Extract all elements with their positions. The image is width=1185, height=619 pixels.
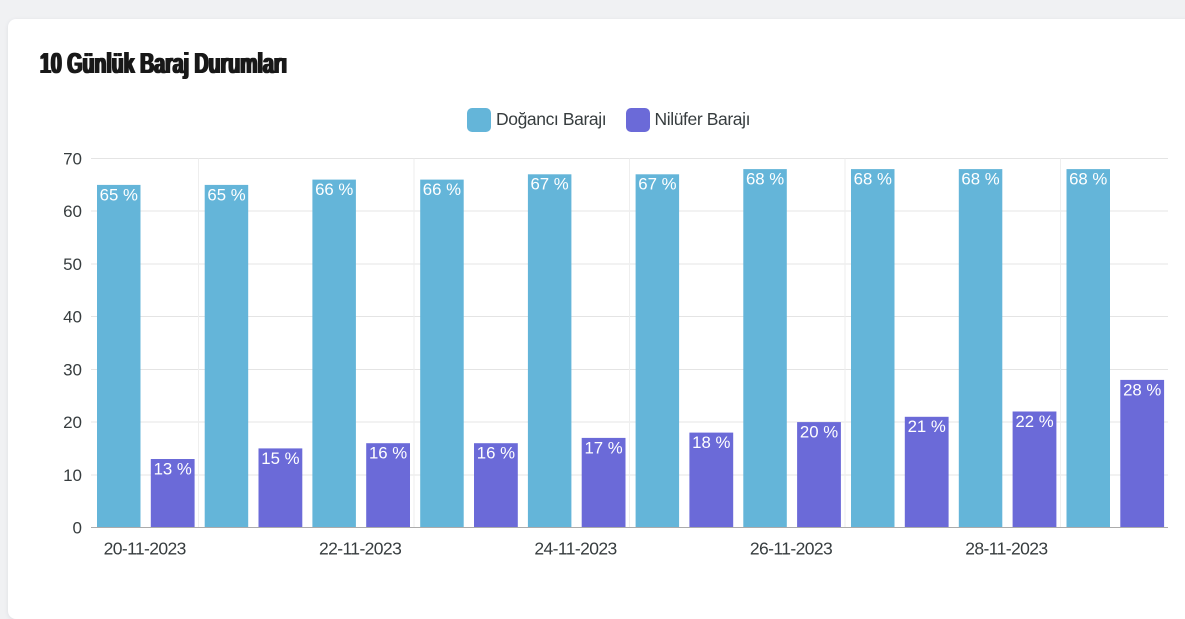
svg-text:67 %: 67 % (638, 175, 676, 194)
svg-text:28-11-2023: 28-11-2023 (965, 539, 1047, 559)
svg-text:16 %: 16 % (477, 444, 515, 463)
svg-text:70: 70 (63, 150, 82, 169)
svg-text:65 %: 65 % (100, 185, 138, 204)
svg-text:67 %: 67 % (530, 175, 568, 194)
svg-text:50: 50 (63, 255, 82, 274)
svg-text:66 %: 66 % (423, 180, 461, 199)
svg-text:10: 10 (63, 466, 82, 485)
svg-text:60: 60 (63, 202, 82, 221)
svg-text:21 %: 21 % (908, 417, 946, 436)
svg-text:65 %: 65 % (207, 185, 245, 204)
svg-text:22 %: 22 % (1015, 412, 1053, 431)
svg-text:68 %: 68 % (961, 170, 999, 189)
svg-text:17 %: 17 % (584, 438, 622, 457)
svg-text:18 %: 18 % (692, 433, 730, 452)
svg-text:68 %: 68 % (854, 170, 892, 189)
svg-text:28 %: 28 % (1123, 380, 1161, 399)
svg-text:68 %: 68 % (1069, 170, 1107, 189)
svg-text:13 %: 13 % (154, 459, 192, 478)
svg-text:26-11-2023: 26-11-2023 (750, 539, 832, 559)
svg-text:66 %: 66 % (315, 180, 353, 199)
svg-text:15 %: 15 % (261, 449, 299, 468)
svg-text:40: 40 (63, 308, 82, 327)
svg-text:20-11-2023: 20-11-2023 (104, 539, 186, 559)
svg-text:30: 30 (63, 360, 82, 379)
svg-text:20: 20 (63, 413, 82, 432)
svg-text:24-11-2023: 24-11-2023 (534, 539, 616, 559)
svg-text:0: 0 (73, 519, 82, 538)
svg-text:68 %: 68 % (746, 170, 784, 189)
svg-text:16 %: 16 % (369, 444, 407, 463)
svg-text:22-11-2023: 22-11-2023 (319, 539, 401, 559)
svg-text:20 %: 20 % (800, 423, 838, 442)
